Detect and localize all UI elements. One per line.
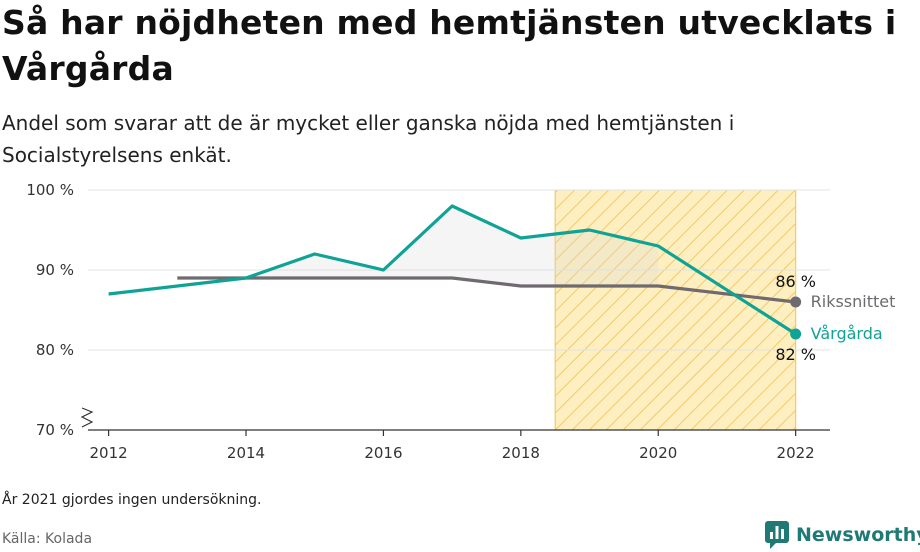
x-tick-label: 2020 xyxy=(639,444,677,462)
chart-title: Så har nöjdheten med hemtjänsten utveckl… xyxy=(2,3,897,88)
brand-name: Newsworthy xyxy=(796,524,920,546)
x-tick-label: 2022 xyxy=(777,444,815,462)
brand-logo: Newsworthy xyxy=(764,518,920,552)
x-tick-label: 2014 xyxy=(227,444,265,462)
x-tick-label: 2018 xyxy=(502,444,540,462)
series-line-vargarda-end-point xyxy=(790,328,802,340)
newsworthy-chart-bubble-icon xyxy=(765,521,789,549)
value-label-vargarda: 82 % xyxy=(775,345,816,364)
x-tick-label: 2016 xyxy=(364,444,402,462)
series-label-rikssnittet: Rikssnittet xyxy=(811,292,896,311)
series-line-rikssnittet xyxy=(177,276,796,304)
y-tick-label: 90 % xyxy=(36,261,74,279)
line-chart: 70 % 80 % 90 % 100 % 2012 2014 2016 2018 2020 202… xyxy=(26,181,896,462)
x-tick-label: 2012 xyxy=(90,444,128,462)
y-tick-label: 100 % xyxy=(26,181,74,199)
series-line-rikssnittet-end-point xyxy=(790,296,802,308)
difference-area xyxy=(246,206,659,286)
chart-subtitle: Andel som svarar att de är mycket eller … xyxy=(2,111,735,167)
chart-source: Källa: Kolada xyxy=(2,531,93,547)
y-tick-label: 80 % xyxy=(36,341,74,359)
y-tick-label: 70 % xyxy=(36,421,74,439)
series-label-vargarda: Vårgårda xyxy=(811,324,883,343)
chart-note: År 2021 gjordes ingen undersökning. xyxy=(2,492,262,508)
value-label-rikssnittet: 86 % xyxy=(775,272,816,291)
zigzag-axis-break-icon xyxy=(80,407,94,428)
series-line-vargarda xyxy=(108,204,797,336)
